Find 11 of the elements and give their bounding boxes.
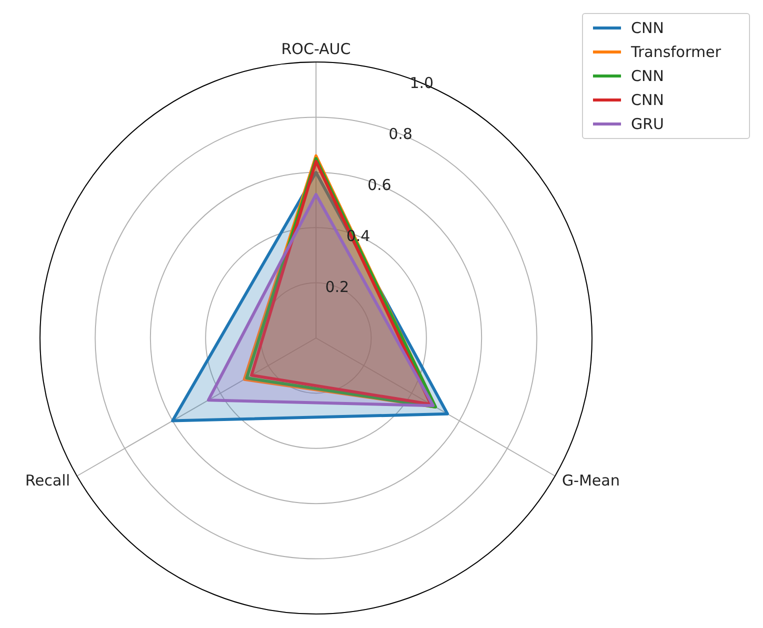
y-tick-label: 0.6 bbox=[367, 176, 392, 194]
spoke-label: ROC-AUC bbox=[281, 40, 351, 58]
y-tick-label: 0.8 bbox=[388, 125, 412, 144]
legend-label: CNN bbox=[631, 19, 664, 37]
legend-label: CNN bbox=[631, 91, 664, 109]
legend-label: GRU bbox=[631, 115, 664, 133]
legend-label: CNN bbox=[631, 67, 664, 85]
spoke-label: G-Mean bbox=[562, 471, 620, 490]
legend-label: Transformer bbox=[631, 43, 722, 61]
spoke-label: Recall bbox=[25, 471, 70, 490]
y-tick-label: 0.2 bbox=[325, 278, 350, 296]
